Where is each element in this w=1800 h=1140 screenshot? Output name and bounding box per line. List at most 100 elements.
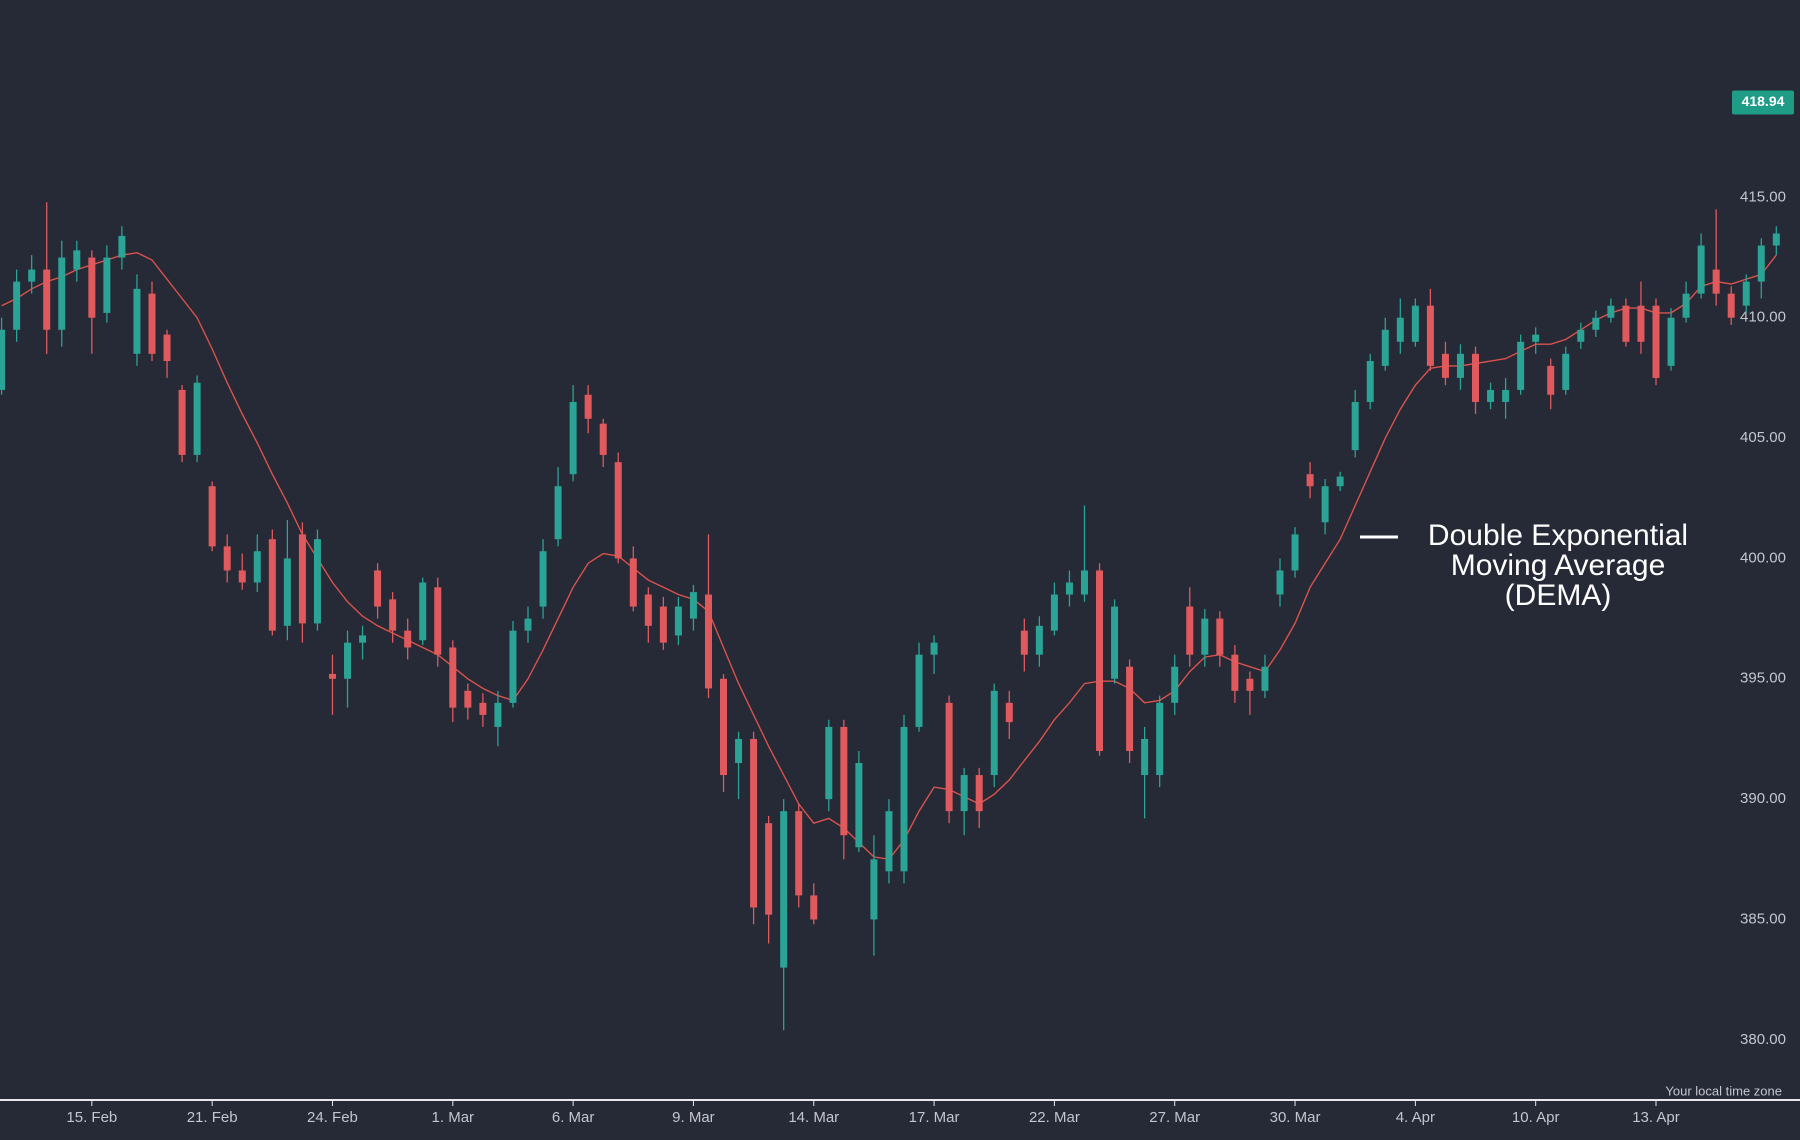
candle-body — [1321, 486, 1329, 523]
candle-body — [1742, 281, 1750, 306]
candle-body — [313, 539, 321, 624]
candle-body — [689, 592, 697, 619]
candle-body — [644, 594, 652, 626]
candle-body — [1727, 293, 1735, 318]
last-price-badge — [1732, 90, 1794, 115]
candle-body — [1351, 401, 1359, 451]
candle-body — [1712, 269, 1720, 294]
x-tick-label: 1. Mar — [432, 1109, 475, 1126]
y-tick-label: 415.00 — [1740, 188, 1786, 205]
candle-body — [73, 250, 81, 270]
x-tick-label: 6. Mar — [552, 1109, 595, 1126]
candle-body — [1562, 353, 1570, 390]
candle-body — [554, 486, 562, 540]
candle-body — [1005, 702, 1013, 723]
candle-body — [840, 726, 848, 836]
candle-body — [1472, 353, 1480, 402]
candle-body — [539, 551, 547, 607]
candle-body — [765, 823, 773, 915]
candle-body — [43, 269, 51, 330]
candle-body — [208, 486, 216, 547]
y-tick-label: 405.00 — [1740, 429, 1786, 446]
candle-body — [1366, 361, 1374, 402]
candle-body — [975, 775, 983, 812]
candle-body — [283, 558, 291, 626]
candle-body — [1547, 365, 1555, 395]
x-tick-label: 24. Feb — [307, 1109, 358, 1126]
candle-body — [1532, 334, 1540, 342]
annotation: (DEMA) — [1505, 579, 1612, 612]
candle-body — [1276, 570, 1284, 595]
candle-body — [1291, 534, 1299, 571]
candle-body — [1065, 582, 1073, 595]
candle-body — [1396, 317, 1404, 342]
candle-body — [569, 401, 577, 475]
candle-body — [1411, 305, 1419, 342]
candle-body — [1035, 625, 1043, 655]
candle-body — [1156, 702, 1164, 776]
candle-body — [419, 582, 427, 641]
candle-body — [915, 654, 923, 727]
candle-body — [599, 423, 607, 455]
x-tick-label: 10. Apr — [1512, 1109, 1560, 1126]
candle-body — [1592, 317, 1600, 330]
candle-body — [795, 811, 803, 896]
candle-body — [404, 630, 412, 648]
candle-body — [118, 235, 126, 258]
candle-body — [163, 334, 171, 362]
candle-body — [1456, 353, 1464, 378]
candle-body — [1111, 606, 1119, 679]
candle-body — [238, 570, 246, 583]
candle-body — [945, 702, 953, 812]
y-tick-label: 385.00 — [1740, 910, 1786, 927]
candle-body — [614, 462, 622, 559]
y-tick-label: 380.00 — [1740, 1031, 1786, 1048]
candle-body — [374, 570, 382, 607]
candle-body — [28, 269, 36, 282]
candle-body — [133, 288, 141, 354]
candle-body — [1426, 305, 1434, 366]
candle-body — [704, 594, 712, 689]
candle-body — [1126, 666, 1134, 751]
x-tick-label: 30. Mar — [1270, 1109, 1321, 1126]
candle-body — [1096, 570, 1104, 751]
candle-body — [1667, 317, 1675, 366]
y-tick-label: 400.00 — [1740, 549, 1786, 566]
candle-body — [1697, 245, 1705, 294]
candle-body — [449, 647, 457, 708]
candle-body — [479, 702, 487, 715]
candle-body — [1231, 654, 1239, 691]
candle-body — [58, 257, 66, 330]
candle-body — [1246, 678, 1254, 691]
candle-body — [464, 690, 472, 708]
candle-body — [509, 630, 517, 703]
candle-body — [960, 775, 968, 812]
candle-body — [328, 673, 336, 679]
candle-body — [825, 726, 833, 800]
candle-body — [1757, 245, 1765, 282]
candle-body — [1050, 594, 1058, 631]
candle-body — [1171, 666, 1179, 703]
candle-body — [1577, 329, 1585, 342]
candle-body — [223, 546, 231, 571]
candle-body — [674, 606, 682, 636]
candle-body — [253, 551, 261, 583]
candle-body — [148, 293, 156, 354]
candle-body — [1772, 233, 1780, 246]
candle-body — [1336, 476, 1344, 487]
candle-body — [584, 394, 592, 419]
candle-body — [1306, 474, 1314, 487]
candle-body — [659, 606, 667, 643]
y-tick-label: 390.00 — [1740, 790, 1786, 807]
candle-body — [494, 702, 502, 727]
candle-body — [1020, 630, 1028, 655]
x-tick-label: 17. Mar — [909, 1109, 960, 1126]
last-price-label: 418.94 — [1742, 93, 1785, 109]
candle-body — [389, 599, 397, 631]
x-tick-label: 13. Apr — [1632, 1109, 1680, 1126]
candle-body — [1216, 618, 1224, 655]
candle-body — [810, 895, 818, 920]
candle-body — [344, 642, 352, 679]
